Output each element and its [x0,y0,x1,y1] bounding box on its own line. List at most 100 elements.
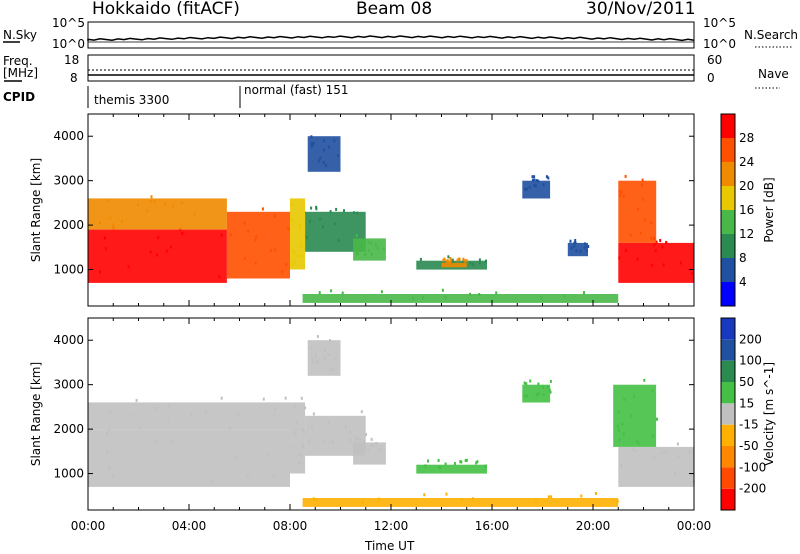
power-y-tick-label: 1000 [53,263,84,277]
velocity-speckle [526,394,528,398]
velocity-speckle [155,406,158,410]
power-speckle [136,203,139,207]
velocity-speckle [359,450,362,454]
power-speckle [255,235,258,239]
power-speckle [300,242,303,246]
velocity-speckle [354,435,357,439]
velocity-speckle [112,474,115,478]
power-speckle [419,257,422,261]
velocity-speckle [329,339,331,343]
power-speckle [644,218,647,222]
power-region-3 [290,198,306,270]
velocity-colorbar-cell [721,318,735,340]
velocity-speckle [267,454,270,457]
power-speckle [354,245,357,249]
power-speckle [585,249,588,253]
x-tick-label: 08:00 [273,519,308,533]
velocity-colorbar-tick-label: 50 [739,375,754,389]
power-speckle [563,294,566,298]
power-speckle [164,202,166,206]
power-speckle [104,236,106,240]
velocity-speckle [315,498,318,502]
velocity-colorbar-cell [721,424,735,446]
power-speckle [343,209,345,213]
velocity-speckle [308,440,311,444]
velocity-speckle [246,473,249,477]
power-colorbar-cell [721,258,735,282]
velocity-speckle [294,433,297,437]
power-speckle [149,199,152,203]
freq-strip-frame [87,54,695,82]
velocity-speckle [292,446,295,450]
velocity-speckle [594,492,597,495]
power-speckle [98,270,101,274]
velocity-colorbar-label: Velocity [m s^-1] [762,362,776,466]
power-speckle [441,288,444,292]
power-speckle [121,220,124,223]
velocity-colorbar-cell [721,360,735,382]
power-speckle [447,260,450,264]
velocity-speckle [300,453,303,457]
velocity-speckle [618,438,621,442]
power-speckle [469,261,472,265]
power-speckle [569,239,572,243]
velocity-colorbar-cell [721,403,735,425]
velocity-speckle [664,451,667,455]
velocity-speckle [359,448,362,452]
power-speckle [533,175,536,179]
velocity-speckle [535,393,538,397]
power-colorbar-tick-label: 12 [739,227,754,241]
power-speckle [243,256,246,260]
power-speckle [655,240,658,244]
power-speckle [640,183,643,187]
velocity-speckle [359,438,361,441]
velocity-colorbar-frame [720,317,736,511]
freq-unit: [MHz] [3,66,38,80]
velocity-speckle [300,396,303,400]
velocity-y-axis: 1000 2000 3000 4000 [53,333,694,481]
x-tick-labels: 00:00 04:00 08:00 12:00 16:00 20:00 00:00 [71,519,712,533]
velocity-speckle [438,465,441,469]
velocity-speckle [370,437,373,441]
velocity-speckle [636,440,639,444]
velocity-speckle [445,492,448,496]
power-region-9 [567,242,588,257]
power-speckle [220,233,223,237]
power-speckle [150,195,153,199]
velocity-speckle [472,497,475,501]
power-speckle [524,187,526,191]
power-speckle [639,231,642,235]
power-colorbar-cell [721,186,735,210]
power-speckle [336,154,339,158]
velocity-region-2 [290,402,306,474]
velocity-speckle [316,335,319,338]
velocity-speckle [349,431,352,434]
power-speckle [243,221,246,225]
power-speckle [380,290,383,294]
power-y-tick-label: 4000 [53,129,84,143]
velocity-speckle [423,493,426,497]
power-speckle [661,245,664,249]
power-speckle [127,265,130,269]
velocity-speckle [475,461,478,465]
power-speckle [319,217,322,221]
power-speckle [583,246,586,250]
power-speckle [542,183,545,187]
power-speckle [165,249,168,253]
power-speckle [294,260,296,264]
power-speckle [296,254,299,258]
power-speckle [540,296,543,300]
power-speckle [449,260,452,264]
velocity-region-9 [613,384,657,447]
x-tick-label: 00:00 [677,519,712,533]
velocity-speckle [444,462,447,466]
velocity-colorbar-cell [721,488,735,510]
velocity-speckle [525,382,528,386]
velocity-colorbar-cell [721,467,735,489]
power-speckle [312,141,315,145]
freq-strip: Freq. [MHz] 18 8 60 0 Nave [3,53,789,89]
power-speckle [281,270,284,274]
power-speckle [291,248,294,252]
power-speckle [665,240,668,244]
velocity-speckle [618,428,620,432]
